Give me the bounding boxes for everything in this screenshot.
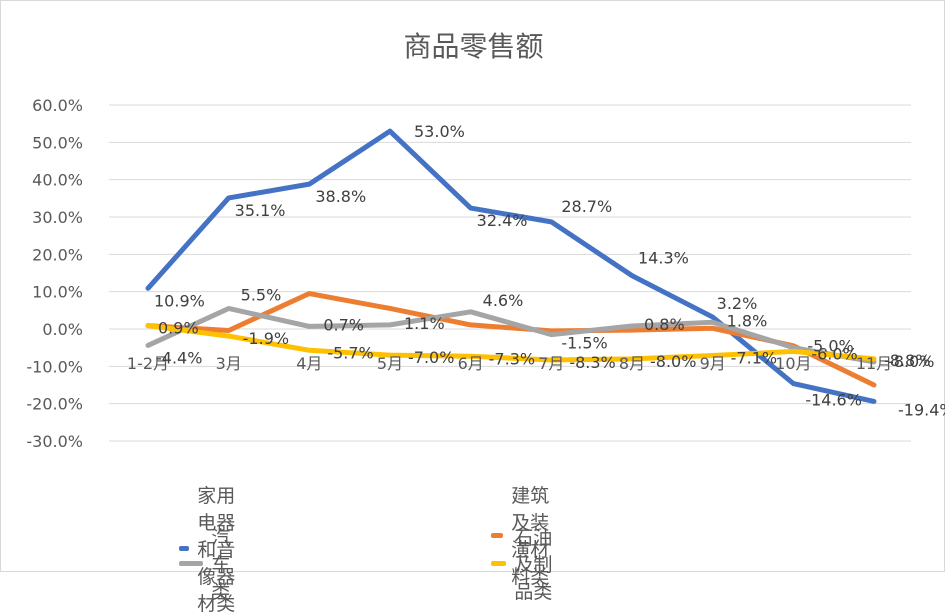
x-tick-label: 1-2月 [127,354,169,373]
data-label: -8.0% [888,352,934,371]
y-tick-label: 10.0% [32,283,83,302]
legend-label: 石油及制品类 [514,527,553,603]
data-label: 0.7% [323,315,364,334]
chart-title: 商品零售额 [403,30,544,63]
data-label: 0.8% [644,315,685,334]
legend-item-petroleum: 石油及制品类 [491,523,558,604]
data-label: -8.0% [650,352,696,371]
y-tick-label: 20.0% [32,245,83,264]
x-tick-label: 3月 [216,354,242,373]
y-tick-label: -20.0% [26,395,83,414]
y-tick-label: 40.0% [32,171,83,190]
x-tick-label: 7月 [538,354,564,373]
data-label: 32.4% [477,211,528,230]
series-line-2 [145,305,877,365]
data-label: -5.0% [807,337,853,356]
x-tick-label: 4月 [296,354,322,373]
y-tick-label: 60.0% [32,96,83,115]
data-label: -7.3% [489,349,535,368]
y-tick-label: 30.0% [32,208,83,227]
series-line-3 [145,323,877,363]
x-tick-label: 10月 [775,354,811,373]
data-label: -8.3% [569,353,615,372]
legend-swatch [179,561,204,566]
x-tick-label: 9月 [700,354,726,373]
y-tick-label: -10.0% [26,357,83,376]
legend-label: 汽车类 [211,527,231,603]
data-label: 38.8% [315,187,366,206]
x-tick-label: 11月 [856,354,892,373]
y-tick-label: 0.0% [42,320,83,339]
x-tick-label: 6月 [458,354,484,373]
x-tick-label: 5月 [377,354,403,373]
data-label: 1.1% [404,314,445,333]
data-label: -4.4% [156,348,202,367]
legend-item-automobiles: 汽车类 [179,523,246,604]
data-label: -8.8% [884,351,930,370]
data-label: 10.9% [154,291,205,310]
data-label: -6.0% [811,344,857,363]
legend-swatch [179,546,190,551]
data-label: -19.4% [898,400,945,419]
series-line-0 [145,128,877,404]
legend-swatch [491,561,507,566]
data-label: 53.0% [414,122,465,141]
data-label: 3.2% [717,294,758,313]
data-label: 5.5% [241,285,282,304]
legend-swatch [491,532,504,538]
data-label: -14.6% [805,391,862,410]
x-tick-label: 8月 [619,354,645,373]
data-label: 28.7% [561,197,612,216]
data-label: 35.1% [235,201,286,220]
data-label: -1.9% [243,329,289,348]
data-label: 4.6% [483,291,524,310]
line-chart: 60.0% 50.0% 40.0% 30.0% 20.0% 10.0% 0.0% -10.0%… [26,96,945,451]
data-label: 0.9% [158,319,199,338]
data-label: -5.7% [327,343,373,362]
data-label: 1.8% [727,311,768,330]
data-label: -7.0% [408,348,454,367]
data-label: -7.1% [731,349,777,368]
data-label: 14.3% [638,249,689,268]
y-tick-label: -30.0% [26,432,83,451]
y-tick-label: 50.0% [32,133,83,152]
data-label: -1.5% [561,334,607,353]
